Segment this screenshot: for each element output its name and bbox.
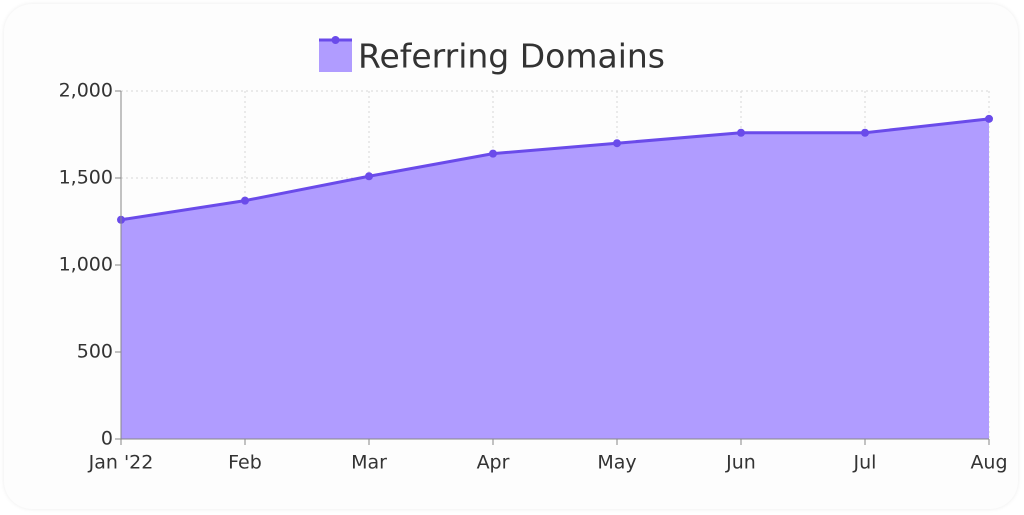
- x-tick-label: Aug: [970, 452, 1007, 474]
- x-tick-label: Feb: [228, 452, 262, 474]
- point: [365, 172, 373, 181]
- legend-swatch: [319, 40, 352, 72]
- point: [737, 128, 745, 137]
- y-tick-label: 1,000: [59, 254, 113, 276]
- x-tick-label: Mar: [351, 452, 387, 474]
- x-tick-label: May: [597, 452, 636, 474]
- point: [613, 139, 621, 148]
- point: [861, 128, 869, 137]
- area: [121, 118, 989, 439]
- x-tick-label: Apr: [477, 452, 510, 474]
- y-tick-label: 500: [77, 341, 113, 363]
- y-tick-label: 0: [101, 428, 113, 450]
- point: [241, 196, 249, 205]
- legend-label: Referring Domains: [358, 37, 665, 76]
- x-tick-label: Jul: [853, 452, 877, 474]
- x-tick-label: Jun: [725, 452, 756, 474]
- legend-dot: [331, 36, 340, 44]
- y-tick-label: 1,500: [59, 167, 113, 189]
- point: [985, 114, 993, 123]
- y-tick-label: 2,000: [59, 80, 113, 102]
- x-tick-label: Jan '22: [88, 452, 154, 474]
- line: [120, 117, 990, 222]
- point: [489, 149, 497, 158]
